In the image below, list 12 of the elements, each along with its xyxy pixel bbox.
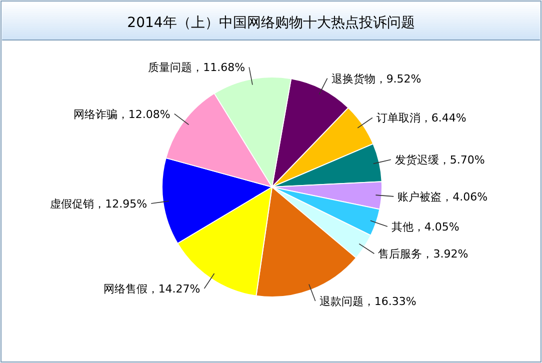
slice-label: 其他，4.05% (391, 220, 460, 234)
chart-title: 2014年（上）中国网络购物十大热点投诉问题 (127, 15, 415, 31)
slice-label: 发货迟缓，5.70% (394, 154, 485, 167)
slice-label: 订单取消，6.44% (376, 112, 466, 125)
slice-label: 退换货物，9.52% (331, 72, 422, 86)
slice-label: 网络诈骗，12.08% (73, 108, 170, 121)
slice-label: 售后服务，3.92% (378, 248, 468, 261)
slice-label: 退款问题，16.33% (319, 295, 416, 308)
slice-label: 质量问题，11.68% (148, 61, 246, 74)
slice-label: 网络售假，14.27% (103, 282, 200, 296)
slice-label: 账户被盗，4.06% (398, 190, 488, 204)
slice-label: 虚假促销，12.95% (50, 197, 148, 210)
